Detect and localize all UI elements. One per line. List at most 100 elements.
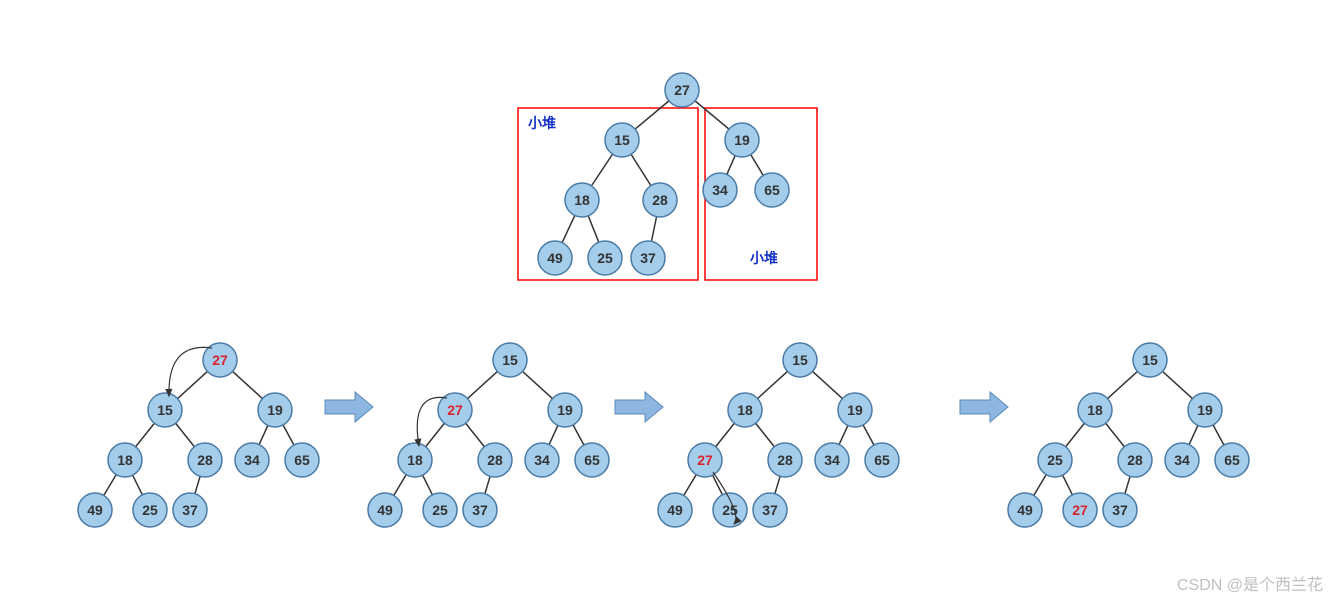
node-value: 25 <box>432 502 448 518</box>
tree-edge <box>727 156 735 175</box>
tree-edge <box>751 155 764 176</box>
tree-edge <box>1163 371 1193 398</box>
tree-edge <box>104 475 117 496</box>
node-value: 34 <box>1174 452 1190 468</box>
node-value: 18 <box>1087 402 1103 418</box>
node-value: 49 <box>667 502 683 518</box>
step-tree-2: 15 27 19 18 28 34 65 49 25 37 <box>368 343 609 527</box>
tree-edge <box>651 217 656 242</box>
heap-label-left: 小堆 <box>528 115 556 131</box>
tree-edge <box>716 423 735 446</box>
tree-edge <box>1066 423 1085 446</box>
tree-edge <box>758 371 788 398</box>
node-value: 34 <box>534 452 550 468</box>
tree-edge <box>562 215 575 242</box>
tree-edge <box>283 425 294 445</box>
node-value: 25 <box>597 250 613 266</box>
initial-tree: 27151918283465492537小堆小堆 <box>518 73 817 280</box>
node-value: 34 <box>824 452 840 468</box>
tree-edge <box>1063 475 1073 495</box>
tree-edge <box>178 371 208 398</box>
node-value: 37 <box>762 502 778 518</box>
tree-edge <box>684 475 697 496</box>
tree-edge <box>1125 476 1130 493</box>
node-value: 65 <box>584 452 600 468</box>
node-value: 27 <box>697 452 713 468</box>
node-value: 15 <box>502 352 518 368</box>
node-value: 34 <box>712 182 728 198</box>
step-arrow <box>960 392 1008 422</box>
node-value: 25 <box>142 502 158 518</box>
step-tree-4: 15 18 19 25 28 34 65 49 27 37 <box>1008 343 1249 527</box>
node-value: 27 <box>1072 502 1088 518</box>
tree-edge <box>635 101 669 129</box>
node-value: 49 <box>377 502 393 518</box>
node-value: 37 <box>182 502 198 518</box>
watermark-text: CSDN @是个西兰花 <box>1177 571 1323 595</box>
tree-edge <box>813 371 843 398</box>
node-value: 65 <box>874 452 890 468</box>
tree-edge <box>775 476 780 493</box>
step-arrow <box>615 392 663 422</box>
node-value: 65 <box>294 452 310 468</box>
node-value: 34 <box>244 452 260 468</box>
step-tree-3: 15181927283465492537 <box>658 343 899 527</box>
node-value: 19 <box>734 132 750 148</box>
node-value: 28 <box>487 452 503 468</box>
tree-edge <box>466 423 485 446</box>
tree-edge <box>259 425 268 444</box>
node-value: 27 <box>447 402 463 418</box>
tree-edge <box>1034 475 1047 496</box>
node-value: 28 <box>652 192 668 208</box>
node-value: 37 <box>640 250 656 266</box>
tree-edge <box>133 475 143 495</box>
tree-edge <box>756 423 775 446</box>
tree-edge <box>591 154 612 186</box>
tree-edge <box>1106 423 1125 446</box>
node-value: 65 <box>764 182 780 198</box>
node-value: 49 <box>87 502 103 518</box>
node-value: 19 <box>847 402 863 418</box>
node-value: 15 <box>157 402 173 418</box>
node-value: 37 <box>1112 502 1128 518</box>
tree-edge <box>1189 425 1198 444</box>
tree-edge <box>695 101 729 129</box>
step-tree-1: 27 15 19 18 28 34 65 49 25 37 <box>78 343 319 527</box>
node-value: 18 <box>407 452 423 468</box>
tree-edge <box>394 475 407 496</box>
tree-edge <box>1108 371 1138 398</box>
node-value: 15 <box>1142 352 1158 368</box>
tree-edge <box>485 476 490 493</box>
node-value: 49 <box>1017 502 1033 518</box>
node-value: 19 <box>267 402 283 418</box>
node-value: 15 <box>792 352 808 368</box>
tree-edge <box>631 154 651 185</box>
node-value: 27 <box>212 352 228 368</box>
tree-edge <box>195 476 200 493</box>
tree-edge <box>136 423 155 446</box>
tree-edge <box>573 425 584 445</box>
node-value: 18 <box>737 402 753 418</box>
step-arrow <box>325 392 373 422</box>
heap-label-right: 小堆 <box>750 250 778 266</box>
node-value: 18 <box>117 452 133 468</box>
tree-edge <box>423 475 433 495</box>
tree-edge <box>839 425 848 444</box>
tree-edge <box>549 425 558 444</box>
tree-edge <box>588 216 598 242</box>
node-value: 19 <box>557 402 573 418</box>
tree-edge <box>1213 425 1224 445</box>
node-value: 15 <box>614 132 630 148</box>
heap-diagram: 27151918283465492537小堆小堆2715191828346549… <box>0 0 1338 605</box>
node-value: 19 <box>1197 402 1213 418</box>
node-value: 49 <box>547 250 563 266</box>
node-value: 28 <box>1127 452 1143 468</box>
tree-edge <box>523 371 553 398</box>
tree-edge <box>468 371 498 398</box>
node-value: 37 <box>472 502 488 518</box>
node-value: 27 <box>674 82 690 98</box>
node-value: 65 <box>1224 452 1240 468</box>
node-value: 25 <box>1047 452 1063 468</box>
tree-edge <box>863 425 874 445</box>
node-value: 28 <box>197 452 213 468</box>
